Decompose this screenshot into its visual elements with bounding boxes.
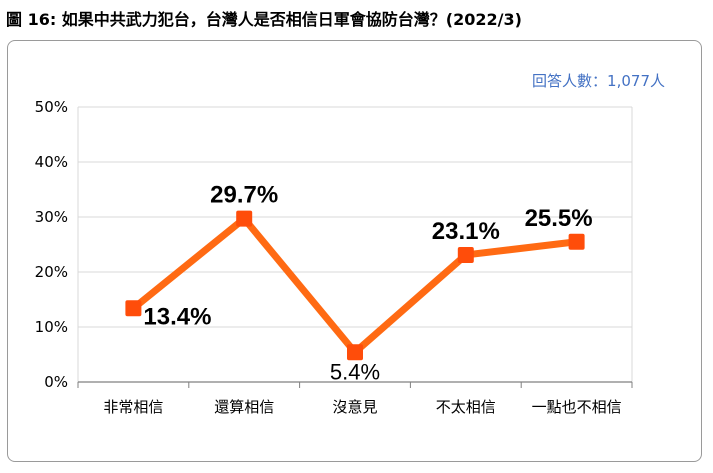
category-label: 不太相信 — [436, 398, 496, 416]
y-tick-label: 50% — [35, 98, 68, 116]
y-tick-label: 30% — [35, 208, 68, 226]
category-label: 還算相信 — [214, 398, 274, 416]
data-value-label: 25.5% — [525, 205, 593, 232]
y-tick-label: 0% — [44, 373, 68, 391]
series-line — [131, 213, 578, 358]
category-label: 沒意見 — [332, 398, 377, 416]
y-tick-label: 10% — [35, 318, 68, 336]
data-point-marker — [568, 233, 585, 250]
data-value-label: 29.7% — [210, 182, 278, 209]
category-label: 非常相信 — [103, 398, 163, 416]
data-value-label: 13.4% — [143, 303, 211, 330]
gridlines — [77, 106, 633, 382]
x-axis — [77, 381, 633, 388]
data-markers — [125, 210, 585, 361]
chart-frame — [7, 40, 702, 462]
data-labels: 13.4% 29.7% 5.4% 23.1% 25.5% — [143, 182, 592, 385]
y-tick-label: 20% — [35, 263, 68, 281]
y-axis-ticks: 0% 10% 20% 30% 40% 50% — [35, 98, 68, 391]
data-point-marker — [125, 300, 142, 317]
x-axis-categories: 非常相信 還算相信 沒意見 不太相信 一點也不相信 — [103, 398, 621, 416]
data-point-marker — [457, 246, 474, 263]
data-value-label: 5.4% — [330, 359, 380, 384]
figure-title: 圖 16: 如果中共武力犯台，台灣人是否相信日軍會協防台灣？(2022/3) — [6, 10, 522, 29]
y-tick-label: 40% — [35, 153, 68, 171]
data-point-marker — [236, 210, 253, 227]
category-label: 一點也不相信 — [532, 398, 622, 416]
respondent-count: 回答人數：1,077人 — [532, 72, 665, 90]
data-point-marker — [347, 344, 363, 361]
data-value-label: 23.1% — [432, 218, 500, 245]
series-polyline — [131, 213, 578, 358]
